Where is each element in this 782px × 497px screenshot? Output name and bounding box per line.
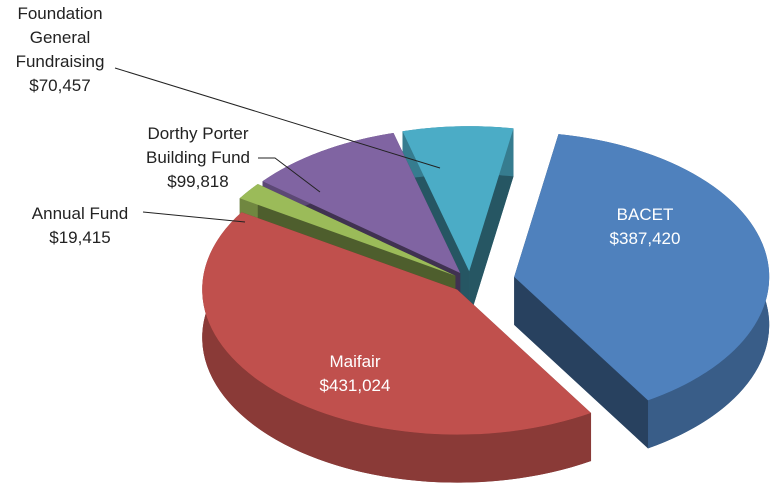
slice — [514, 134, 770, 401]
leader-line — [258, 157, 321, 193]
slice — [239, 184, 456, 276]
label-value: $19,415 — [49, 228, 111, 247]
label-value: $387,420 — [609, 229, 681, 248]
label-value: $431,024 — [319, 376, 391, 395]
label-value: $99,818 — [167, 172, 229, 191]
slice-wall — [469, 128, 514, 320]
label-name: Maifair — [329, 352, 381, 371]
data-label: Foundation General Fundraising $70,457 — [0, 2, 120, 98]
label-value: $70,457 — [29, 76, 91, 95]
data-label: Maifair $431,024 — [285, 350, 425, 398]
slice — [262, 132, 461, 273]
leader-line — [142, 211, 246, 223]
slices — [202, 126, 770, 483]
leader-line — [114, 67, 441, 169]
slice — [402, 126, 514, 272]
data-label: Dorthy Porter Building Fund $99,818 — [128, 122, 268, 194]
label-name: Foundation General Fundraising — [15, 4, 105, 71]
label-name: Annual Fund — [31, 204, 129, 223]
slice — [202, 212, 592, 435]
data-label: Annual Fund $19,415 — [15, 202, 145, 250]
label-name: BACET — [616, 205, 674, 224]
slice-wall — [514, 276, 649, 449]
slice-side — [202, 212, 592, 483]
data-label: BACET $387,420 — [575, 203, 715, 251]
label-name: Dorthy Porter Building Fund — [146, 124, 250, 167]
